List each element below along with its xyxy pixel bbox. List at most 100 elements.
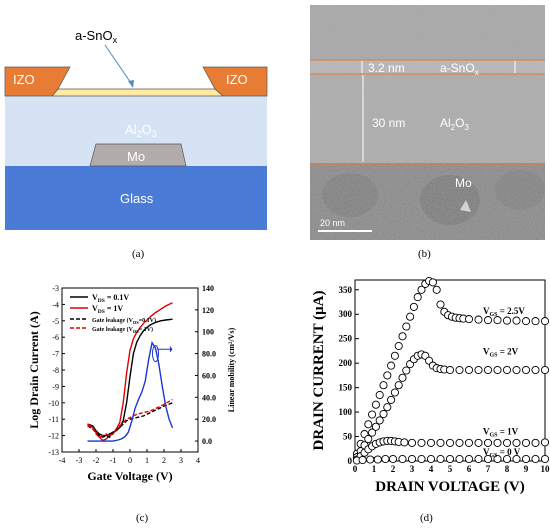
y-tick-label: -13: [48, 448, 59, 457]
panel-c-transfer-chart: -4 -3 -2 -1 0 1 2 3 4-13-12-11-10-9-8-7-6-5-4-30…: [27, 284, 236, 483]
x-tick-label: 7: [486, 464, 491, 474]
x-axis-label: DRAIN VOLTAGE (V): [375, 479, 524, 495]
data-point: [358, 455, 367, 465]
y-tick-label: -7: [52, 350, 59, 359]
data-point: [493, 316, 502, 325]
data-point: [383, 371, 392, 380]
current-series-line: [87, 398, 173, 439]
data-point: [375, 390, 384, 400]
data-point: [413, 293, 422, 302]
dielectric-thickness-label: 30 nm: [372, 116, 405, 130]
data-point: [407, 454, 417, 464]
data-point: [398, 332, 407, 341]
y-tick-label: 300: [339, 309, 353, 319]
dielectric-label: Al2O3: [125, 122, 157, 139]
panel-a-device-schematic: a-SnOx IZO IZO Al2O3 Mo Glass: [4, 28, 268, 230]
data-point: [417, 285, 426, 294]
data-point: [409, 302, 418, 311]
data-point: [398, 454, 407, 464]
data-point: [388, 454, 398, 464]
data-point: [531, 317, 540, 326]
izo-right-contact: [202, 66, 268, 97]
data-point: [455, 365, 464, 375]
y-tick-label: 150: [339, 383, 353, 393]
data-point: [426, 438, 436, 447]
data-point: [402, 322, 411, 331]
data-point: [387, 361, 396, 370]
y-tick-label: -4: [52, 300, 59, 309]
x-tick-label: 6: [467, 464, 472, 474]
izo-left-contact: [4, 66, 71, 97]
current-series-line: [87, 318, 173, 437]
x-tick-label: -1: [110, 456, 117, 465]
film-layer: [51, 88, 224, 97]
x-tick-label: 2: [391, 464, 396, 474]
data-point: [375, 416, 384, 425]
tem-film-label: a-SnOx: [440, 61, 479, 77]
y2-tick-label: 100: [202, 328, 214, 337]
panel-b-tem-image: 3.2 nm a-SnOx 30 nm Al2O3 Mo 20 nm: [310, 5, 545, 240]
x-tick-label: 3: [179, 456, 183, 465]
data-point: [432, 285, 441, 294]
data-point: [400, 438, 409, 447]
data-point: [493, 454, 502, 464]
x-tick-label: 3: [410, 464, 415, 474]
panel-b-label: (b): [418, 248, 431, 260]
data-point: [455, 438, 464, 447]
data-point: [483, 454, 493, 464]
y-tick-label: -6: [52, 333, 59, 342]
data-point: [531, 365, 540, 375]
y-tick-label: -8: [52, 366, 59, 375]
tem-gate-label: Mo: [455, 176, 472, 190]
data-point: [483, 438, 493, 447]
gate-label: Mo: [127, 149, 145, 164]
x-tick-label: 8: [505, 464, 510, 474]
legend-entry: VDS = 0.1V: [92, 293, 129, 304]
data-point: [445, 365, 455, 375]
data-point: [379, 409, 388, 419]
y2-tick-label: 20.0: [202, 415, 216, 424]
panel-c-label: (c): [136, 512, 149, 524]
izo-right-label: IZO: [226, 72, 248, 87]
data-point: [417, 454, 426, 464]
data-point: [493, 438, 502, 447]
x-tick-label: 9: [524, 464, 529, 474]
x-tick-label: -3: [76, 456, 83, 465]
data-point: [512, 316, 521, 325]
substrate-label: Glass: [120, 191, 154, 206]
y2-tick-label: 0.0: [202, 437, 212, 446]
y2-tick-label: 80.0: [202, 350, 216, 359]
data-point: [394, 381, 403, 390]
data-point: [502, 316, 512, 325]
y-axis-label: DRAIN CURRENT (μA): [311, 291, 327, 451]
y-tick-label: -11: [49, 415, 59, 424]
series-label: VGS = 2.5V: [483, 306, 525, 318]
film-pointer-arrow: [104, 44, 134, 87]
data-point: [464, 454, 474, 464]
data-point: [493, 365, 502, 375]
data-point: [390, 351, 399, 360]
data-point: [502, 365, 512, 375]
data-point: [502, 454, 512, 464]
y2-tick-label: 40.0: [202, 393, 216, 402]
current-series-line: [87, 402, 173, 439]
data-point: [531, 438, 540, 447]
data-point: [371, 422, 380, 431]
data-point: [512, 438, 521, 447]
data-point: [406, 312, 415, 321]
y-tick-label: 50: [343, 432, 353, 442]
y2-axis-label: Linear mobility (cm²/Vs): [227, 327, 236, 412]
data-point: [464, 315, 474, 324]
data-point: [371, 400, 380, 409]
data-point: [436, 438, 445, 447]
data-point: [474, 438, 483, 447]
film-label: a-SnOx: [75, 28, 118, 45]
y-tick-label: 350: [339, 285, 353, 295]
data-point: [368, 410, 377, 419]
series-label: VGS = 0 V: [483, 447, 521, 459]
data-point: [540, 438, 550, 447]
data-point: [474, 365, 483, 375]
data-point: [474, 315, 483, 324]
data-point: [398, 373, 407, 382]
